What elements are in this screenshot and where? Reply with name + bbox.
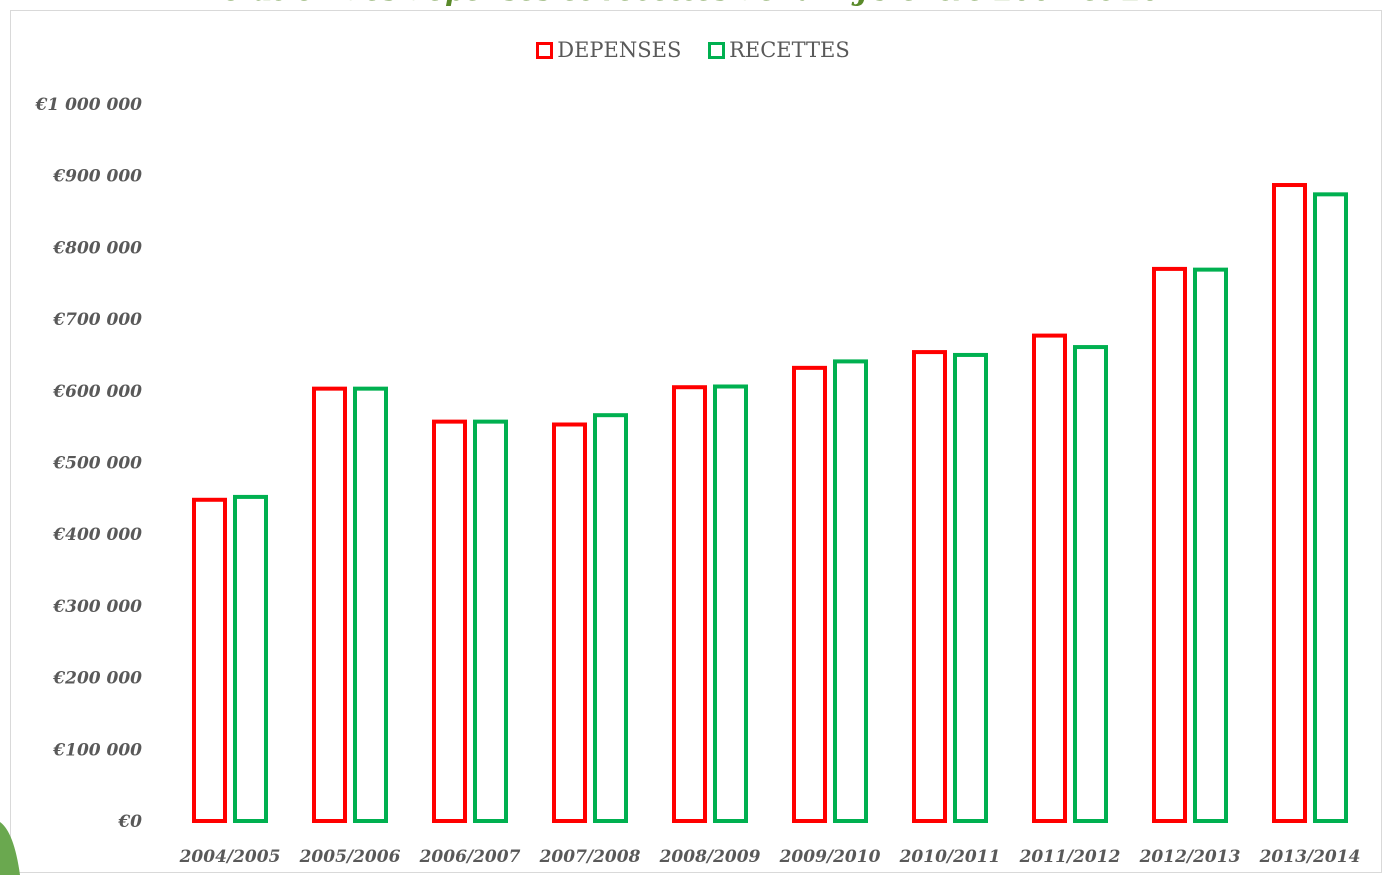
bar-recettes-2006-2007 xyxy=(473,419,508,823)
y-tick-label: €500 000 xyxy=(52,454,142,474)
x-tick-label: 2012/2013 xyxy=(1139,847,1241,867)
bar-recettes-2011-2012 xyxy=(1073,345,1108,823)
x-tick-label: 2005/2006 xyxy=(299,847,401,867)
bar-recettes-2005-2006 xyxy=(353,386,388,823)
y-tick-label: €600 000 xyxy=(52,382,142,402)
x-tick-label: 2009/2010 xyxy=(779,847,881,867)
x-tick-label: 2006/2007 xyxy=(419,847,521,867)
y-tick-label: €800 000 xyxy=(52,238,142,258)
bar-recettes-2007-2008 xyxy=(593,413,628,823)
bar-recettes-2010-2011 xyxy=(953,352,988,823)
legend-label-recettes: RECETTES xyxy=(729,38,850,62)
bar-depenses-2005-2006 xyxy=(312,386,347,823)
bar-depenses-2013-2014 xyxy=(1272,183,1307,823)
legend: DEPENSES RECETTES xyxy=(0,38,1386,64)
y-tick-label: €100 000 xyxy=(52,740,142,760)
bar-recettes-2004-2005 xyxy=(233,494,268,823)
y-tick-label: €700 000 xyxy=(52,310,142,330)
bar-depenses-2011-2012 xyxy=(1032,333,1067,823)
x-tick-label: 2010/2011 xyxy=(899,847,1001,867)
decorative-swoosh xyxy=(0,822,20,875)
bar-depenses-2004-2005 xyxy=(192,497,227,823)
bar-recettes-2012-2013 xyxy=(1193,267,1228,823)
y-tick-label: €0 xyxy=(117,812,142,832)
bar-depenses-2009-2010 xyxy=(792,365,827,823)
legend-item-recettes: RECETTES xyxy=(708,38,850,62)
x-tick-label: 2004/2005 xyxy=(179,847,281,867)
legend-label-depenses: DEPENSES xyxy=(557,38,682,62)
legend-swatch-depenses xyxy=(536,41,554,59)
legend-swatch-recettes xyxy=(708,41,726,59)
y-tick-label: €1 000 000 xyxy=(35,95,143,115)
x-tick-label: 2008/2009 xyxy=(659,847,761,867)
bar-depenses-2008-2009 xyxy=(672,385,707,823)
legend-item-depenses: DEPENSES xyxy=(536,38,681,62)
y-tick-label: €400 000 xyxy=(52,525,142,545)
x-tick-label: 2013/2014 xyxy=(1259,847,1361,867)
bar-recettes-2008-2009 xyxy=(713,384,748,823)
chart-title: Évolution des dépenses et recettes de la… xyxy=(0,0,1386,14)
bar-recettes-2013-2014 xyxy=(1313,192,1348,824)
y-tick-label: €200 000 xyxy=(52,669,142,689)
y-tick-label: €300 000 xyxy=(52,597,142,617)
x-tick-label: 2007/2008 xyxy=(539,847,641,867)
bar-depenses-2012-2013 xyxy=(1152,266,1187,824)
bar-depenses-2006-2007 xyxy=(432,419,467,823)
bar-depenses-2007-2008 xyxy=(552,422,587,823)
bar-depenses-2010-2011 xyxy=(912,350,947,823)
bar-recettes-2009-2010 xyxy=(833,359,868,823)
x-tick-label: 2011/2012 xyxy=(1019,847,1121,867)
y-tick-label: €900 000 xyxy=(52,167,142,187)
